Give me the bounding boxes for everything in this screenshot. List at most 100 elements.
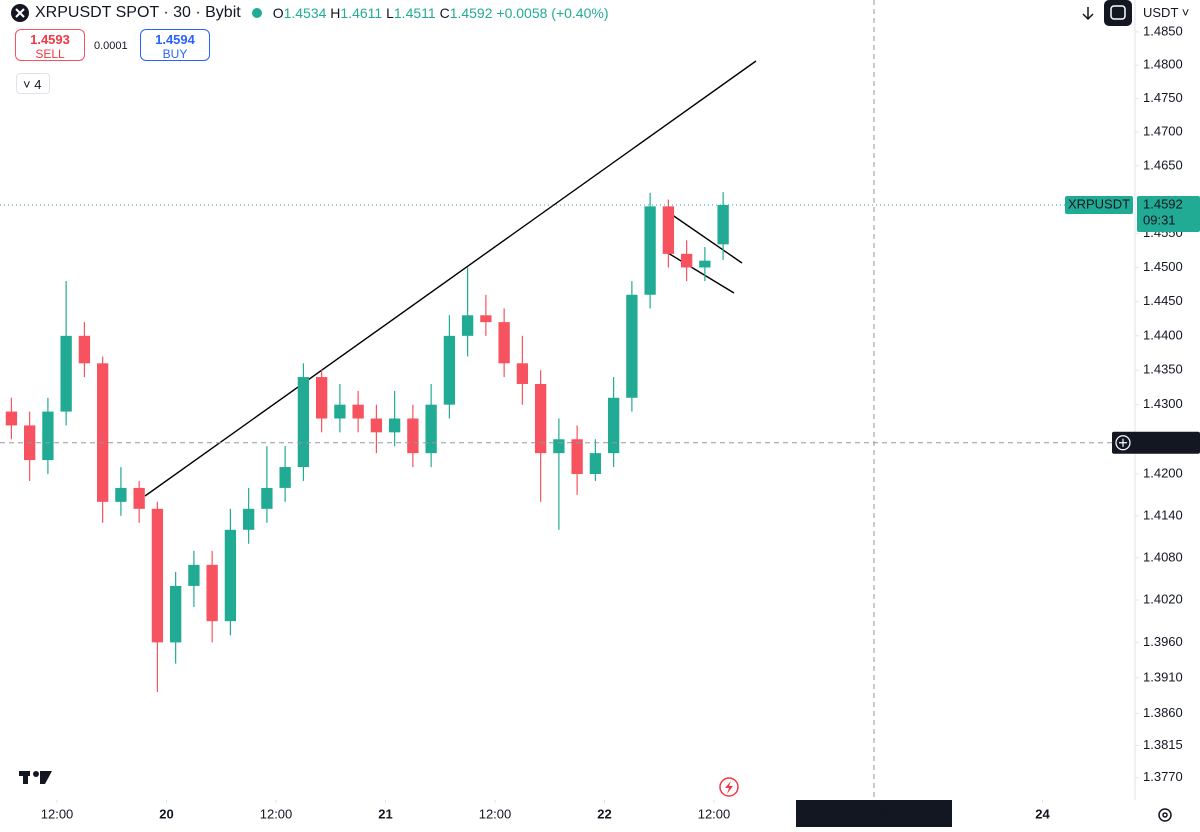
sell-price: 1.4593 [30,32,70,47]
candle-body [315,377,328,419]
candle-body [96,363,109,502]
candle-body [425,404,437,454]
symbol-title: XRPUSDT SPOT · 30 · Bybit [35,4,241,21]
y-tick-label: 1.4750 [1143,90,1183,105]
y-tick-label: 1.4650 [1143,157,1183,172]
y-tick-label: 1.4700 [1143,124,1183,139]
buy-label: BUY [162,47,188,61]
candle-body [42,411,54,461]
candle-body [334,404,346,419]
candle-body [717,205,729,245]
candle-body [188,564,200,586]
y-tick-label: 1.4140 [1143,507,1183,522]
candle-body [699,260,711,268]
buy-price: 1.4594 [155,32,195,47]
price-tag: 1.4592 [1143,196,1183,211]
candle-body [352,404,364,419]
close-value: 1.4592 [449,5,493,21]
buy-button[interactable]: 1.4594 BUY [140,29,210,61]
candle-body [261,487,273,509]
indicators-toggle[interactable]: ˅ 4 [16,73,50,94]
replay-icon[interactable] [1104,0,1132,26]
y-tick-label: 1.4400 [1143,327,1183,342]
candle-body [279,467,291,488]
settings-icon[interactable] [1158,808,1172,822]
y-tick-label: 1.4350 [1143,362,1183,377]
y-tick-label: 1.3960 [1143,634,1183,649]
candle-body [206,564,218,622]
candle-body [516,363,529,384]
currency: USDT [1143,5,1179,20]
crosshair-date-bg [796,800,952,827]
symbol-icon [11,4,29,22]
currency-select[interactable]: USDT ˅ [1143,5,1190,20]
candle-body [407,418,419,454]
candle-body [626,294,638,398]
candle-body [224,529,237,622]
open-label: O [272,5,284,21]
ohlc-legend: O1.4534 H1.4611 L1.4511 C1.4592 +0.0058 … [273,5,609,21]
symbol-tag-bg [1065,196,1133,215]
y-tick-label: 1.4800 [1143,57,1183,72]
x-tick-label: 20 [159,806,173,821]
candle-body [662,206,675,254]
y-tick-label: 1.4300 [1143,396,1183,411]
y-tick-label: 1.4450 [1143,293,1183,308]
low-label: L [386,5,394,21]
x-tick-label: 21 [378,806,392,821]
candle-body [553,439,565,454]
candle-body [480,315,492,323]
legend: XRPUSDT SPOT · 30 · Bybit O1.4534 H1.461… [10,3,609,23]
y-tick-label: 1.4850 [1143,23,1183,38]
open-value: 1.4534 [283,5,327,21]
close-label: C [439,5,450,21]
lightning-icon[interactable] [719,777,739,797]
download-icon[interactable] [1082,7,1094,21]
candle-body [370,418,383,433]
crosshair-time: 05:30 [906,806,939,821]
x-tick-label: 12:00 [260,806,293,821]
x-tick-label: 22 [597,806,611,821]
candle-body [297,377,310,468]
y-tick-label: 1.4080 [1143,549,1183,564]
high-value: 1.4611 [340,5,383,21]
sell-button[interactable]: 1.4593 SELL [15,29,85,61]
y-tick-label: 1.3815 [1143,737,1183,752]
candle-body [461,315,474,336]
x-tick-label: 12:00 [479,806,512,821]
candle-body [78,335,91,364]
candle-body [498,322,510,364]
x-tick-label: 24 [1035,806,1050,821]
crosshair-price-bg [1112,431,1200,454]
candle-body [571,439,583,474]
countdown: 09:31 [1143,212,1176,227]
symbol-tag: XRPUSDT [1068,196,1130,211]
trend-line [144,60,757,497]
flag-upper-line [667,211,743,264]
spread: 0.0001 [94,40,128,52]
high-label: H [330,5,341,21]
indicators-count: 4 [34,77,42,92]
price-tag-bg [1137,196,1200,233]
flag-lower-line [667,252,735,294]
candle-body [443,335,456,405]
candle-body [607,397,620,454]
market-status [251,8,262,18]
sell-label: SELL [35,47,65,61]
candle-body [680,253,693,268]
low-value: 1.4511 [393,5,436,21]
candle-body [60,335,72,412]
candle-body [534,383,547,454]
candle-body [151,508,164,643]
candle-body [133,487,145,509]
y-tick-label: 1.3910 [1143,669,1183,684]
candle-body [388,418,401,433]
crosshair-add-icon [1115,435,1131,451]
y-tick-label: 1.4200 [1143,465,1183,480]
candle-body [589,453,602,474]
candle-body [5,411,18,426]
y-tick-label: 1.4020 [1143,591,1183,606]
y-tick-label: 1.3860 [1143,705,1183,720]
x-tick-label: 12:00 [698,806,731,821]
